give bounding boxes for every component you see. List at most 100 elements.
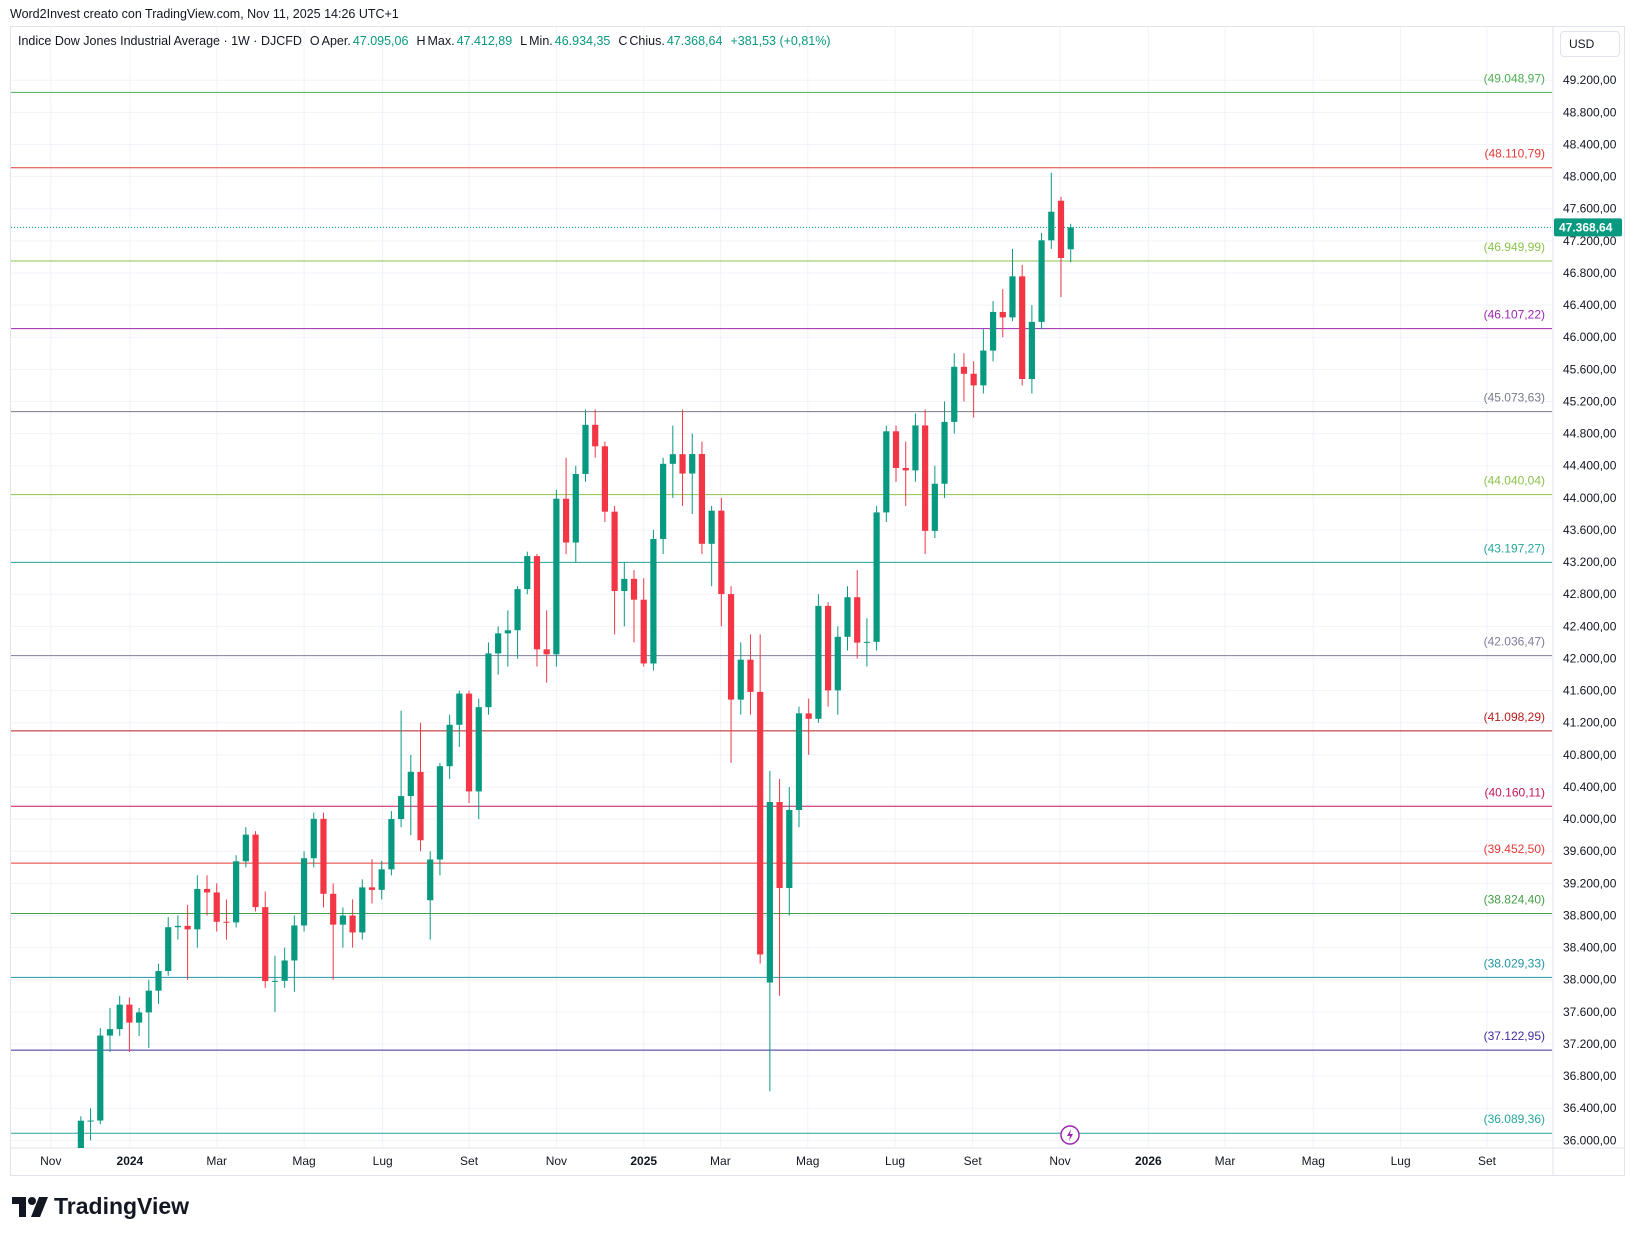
level-label: (41.098,29) — [1484, 710, 1545, 724]
legend-label: Chius. — [629, 34, 665, 48]
y-tick-label: 45.200,00 — [1563, 394, 1617, 408]
candle-body — [883, 431, 890, 513]
logo-text: TradingView — [54, 1193, 190, 1219]
y-tick-label: 38.400,00 — [1563, 941, 1617, 955]
candle-body — [873, 512, 880, 642]
y-tick-label: 43.200,00 — [1563, 555, 1617, 569]
candle-body — [1038, 240, 1045, 322]
axes: 36.000,00 36.400,00 36.800,00 37.200,00 37.6… — [40, 73, 1622, 1168]
currency-button[interactable]: USD — [1560, 31, 1620, 57]
y-tick-label: 46.800,00 — [1563, 266, 1617, 280]
candle-body — [980, 350, 987, 386]
candle-body — [621, 578, 628, 592]
candle-body — [543, 649, 550, 655]
candle-body — [194, 888, 201, 930]
y-tick-label: 36.400,00 — [1563, 1101, 1617, 1115]
candle-body — [1009, 276, 1016, 318]
candle-body — [485, 653, 492, 708]
y-tick-label: 49.200,00 — [1563, 73, 1617, 87]
x-tick-label: 2024 — [117, 1154, 144, 1168]
candle-body — [824, 605, 832, 691]
level-label: (40.160,11) — [1485, 785, 1546, 799]
candle-body — [1019, 276, 1026, 380]
y-tick-label: 39.600,00 — [1563, 844, 1617, 858]
x-tick-label: 2025 — [630, 1154, 657, 1168]
legend-key: H — [416, 34, 426, 48]
legend-value: 47.368,64 — [666, 34, 723, 48]
legend: Indice Dow Jones Industrial Average · 1W… — [18, 34, 833, 48]
candle-body — [398, 796, 405, 820]
y-tick-label: 39.200,00 — [1563, 876, 1617, 890]
candle-body — [650, 538, 657, 664]
level-label: (46.107,22) — [1484, 308, 1545, 322]
legend-value: 47.412,89 — [456, 34, 513, 48]
legend-change: +381,53 (+0,81%) — [730, 34, 831, 48]
x-tick-label: Nov — [40, 1154, 61, 1168]
x-tick-label: Mag — [796, 1154, 819, 1168]
level-label: (44.040,04) — [1484, 474, 1545, 488]
candle-body — [145, 990, 152, 1013]
credit: Word2Invest creato con TradingView.com, … — [10, 7, 399, 21]
candle-body — [87, 1120, 94, 1122]
candle-body — [1048, 211, 1055, 241]
candle-body — [708, 510, 715, 544]
y-tick-label: 45.600,00 — [1563, 362, 1617, 376]
candle-body — [427, 859, 434, 901]
candle-body — [941, 421, 948, 484]
candle-body — [97, 1035, 104, 1121]
y-tick-label: 48.800,00 — [1563, 105, 1617, 119]
candle-body — [330, 893, 337, 925]
candle-body — [116, 1004, 123, 1030]
candle-body — [582, 424, 589, 475]
y-tick-label: 41.600,00 — [1563, 684, 1617, 698]
candle-body — [504, 630, 511, 634]
y-tick-label: 48.400,00 — [1563, 137, 1617, 151]
y-tick-label: 36.800,00 — [1563, 1069, 1617, 1083]
candle-body — [844, 597, 851, 637]
level-label: (46.949,99) — [1484, 240, 1545, 254]
y-tick-label: 46.400,00 — [1563, 298, 1617, 312]
legend-label: Aper. — [321, 34, 351, 48]
candle-body — [834, 636, 841, 691]
y-tick-label: 36.000,00 — [1563, 1133, 1617, 1147]
y-tick-label: 41.200,00 — [1563, 716, 1617, 730]
y-tick-label: 42.000,00 — [1563, 651, 1617, 665]
candle-body — [960, 366, 968, 374]
candle-body — [388, 819, 395, 870]
y-tick-label: 44.400,00 — [1563, 459, 1617, 473]
candle-body — [203, 888, 211, 893]
level-label: (42.036,47) — [1484, 635, 1545, 649]
level-label: (49.048,97) — [1484, 71, 1545, 85]
y-tick-label: 42.400,00 — [1563, 619, 1617, 633]
y-tick-label: 40.000,00 — [1563, 812, 1617, 826]
levels: (49.048,97) (48.110,79) (46.949,99) (46.107… — [11, 71, 1553, 1134]
candle-body — [291, 925, 298, 961]
candle-body — [310, 818, 317, 859]
level-label: (38.824,40) — [1484, 893, 1545, 907]
candle-body — [1067, 227, 1074, 250]
candle-body — [106, 1029, 114, 1036]
candle-body — [951, 366, 958, 422]
x-tick-label: Nov — [1049, 1154, 1070, 1168]
candle-body — [1028, 321, 1035, 380]
x-tick-label: Mar — [1215, 1154, 1236, 1168]
candle-body — [698, 454, 706, 544]
candle-body — [931, 483, 938, 531]
legend-key: O — [309, 34, 320, 48]
candles — [77, 172, 1074, 1148]
candle-body — [912, 425, 919, 471]
x-tick-label: Set — [964, 1154, 983, 1168]
candle-body — [562, 498, 570, 543]
candle-body — [213, 892, 220, 922]
legend-value: 47.095,06 — [352, 34, 409, 48]
candle-body — [892, 431, 900, 468]
level-label: (39.452,50) — [1484, 842, 1545, 856]
candle-body — [252, 834, 259, 908]
candle-body — [320, 818, 327, 894]
candle-body — [640, 599, 647, 664]
candle-body — [970, 373, 977, 386]
candle-body — [727, 594, 735, 700]
event-icon — [1060, 1125, 1080, 1145]
